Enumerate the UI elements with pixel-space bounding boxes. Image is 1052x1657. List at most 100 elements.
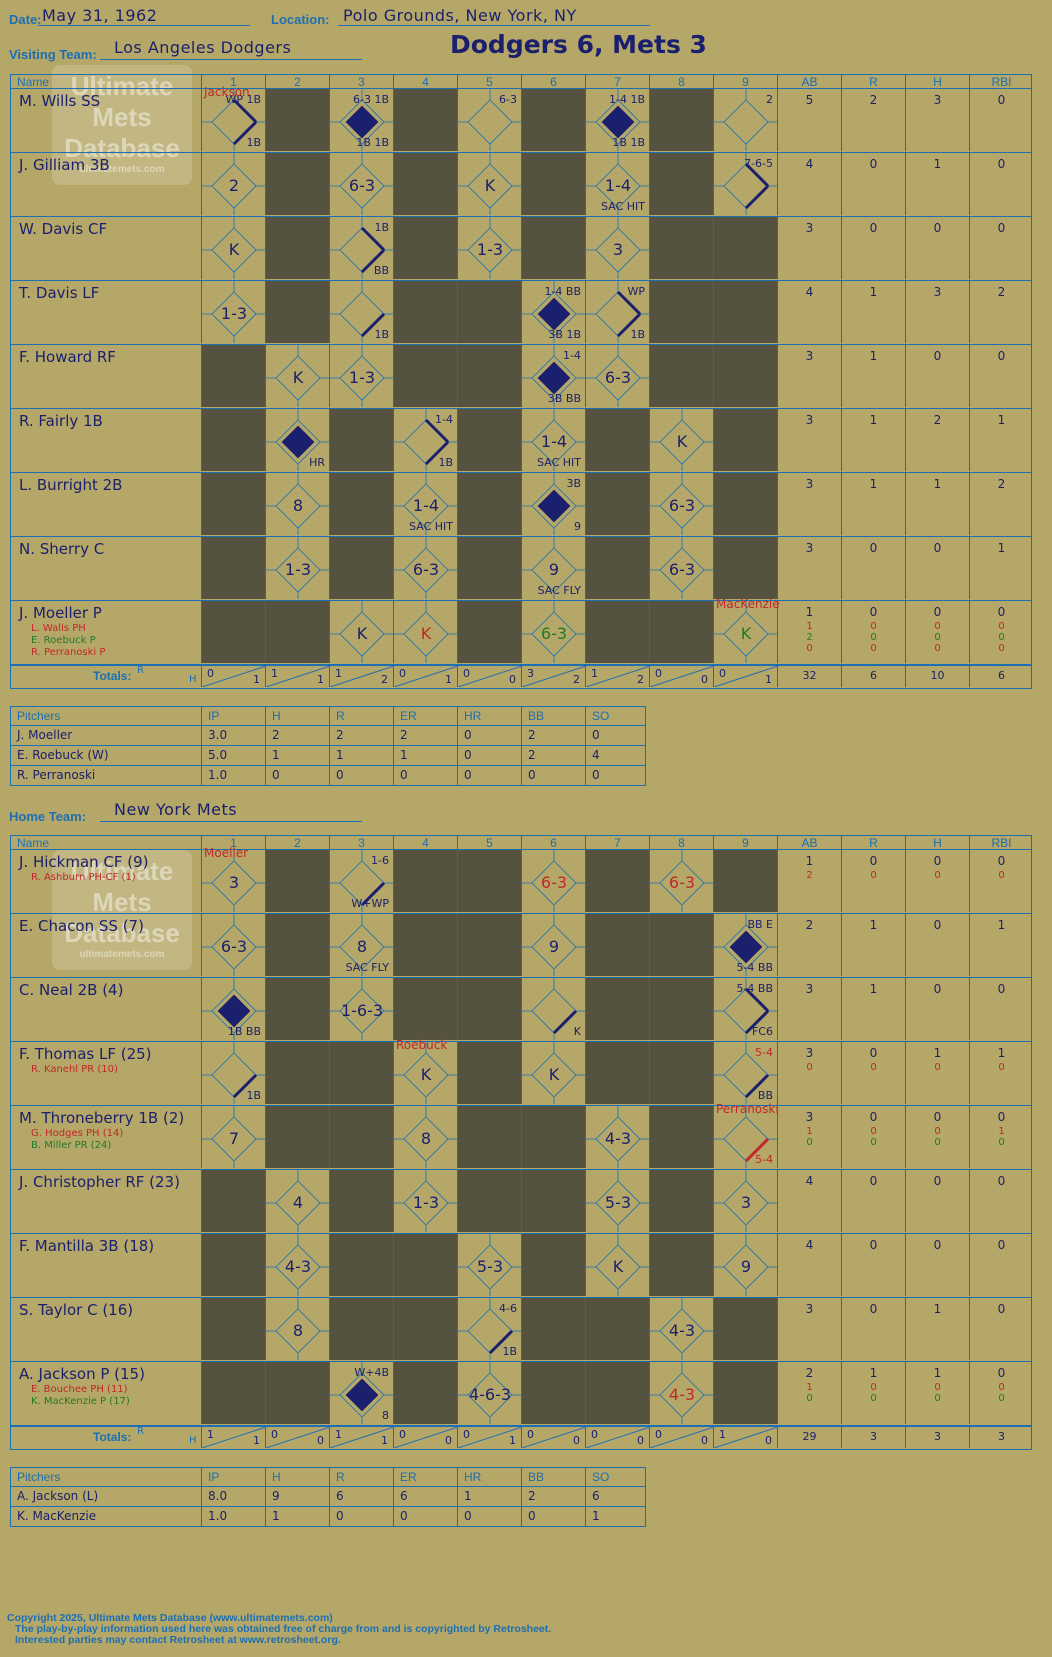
visitor-inning-cell[interactable] <box>649 89 713 151</box>
visitor-inning-cell[interactable] <box>265 601 329 663</box>
home-inning-cell[interactable]: 1-6 W+WP <box>329 850 394 912</box>
home-inning-cell[interactable] <box>649 1106 713 1168</box>
visitor-inning-cell[interactable] <box>265 217 329 279</box>
home-inning-cell[interactable]: 7 <box>201 1106 266 1168</box>
visitor-inning-cell[interactable]: 6-3 <box>649 537 714 599</box>
home-inning-cell[interactable] <box>265 1042 329 1104</box>
visitor-inning-cell[interactable]: 1B <box>329 281 394 343</box>
visitor-inning-cell[interactable]: 1-4 BB 3B 1B <box>521 281 586 343</box>
home-inning-cell[interactable]: 5-4 BB FC6 <box>713 978 778 1040</box>
visitor-inning-cell[interactable] <box>393 281 457 343</box>
home-inning-cell[interactable] <box>265 1106 329 1168</box>
visitor-inning-cell[interactable] <box>265 281 329 343</box>
home-inning-cell[interactable]: 8 SAC FLY <box>329 914 394 976</box>
visitor-inning-cell[interactable] <box>457 537 521 599</box>
visitor-inning-cell[interactable] <box>713 345 777 407</box>
visitor-inning-cell[interactable] <box>585 409 649 471</box>
visitor-inning-cell[interactable] <box>393 153 457 215</box>
home-inning-cell[interactable] <box>585 914 649 976</box>
visitor-inning-cell[interactable]: 6-3 <box>585 345 650 407</box>
visitor-inning-cell[interactable] <box>201 345 265 407</box>
visitor-inning-cell[interactable]: HR <box>265 409 330 471</box>
home-inning-cell[interactable] <box>521 1170 585 1232</box>
home-inning-cell[interactable] <box>329 1170 393 1232</box>
visitor-inning-cell[interactable]: 6-3 <box>457 89 522 151</box>
home-inning-cell[interactable]: 1-3 <box>393 1170 458 1232</box>
visitor-inning-cell[interactable] <box>521 217 585 279</box>
home-inning-cell[interactable] <box>585 850 649 912</box>
visitor-inning-cell[interactable] <box>329 409 393 471</box>
visitor-inning-cell[interactable] <box>585 473 649 535</box>
home-inning-cell[interactable] <box>393 1362 457 1424</box>
home-inning-cell[interactable]: 4-3 <box>265 1234 330 1296</box>
home-inning-cell[interactable]: 9 <box>713 1234 778 1296</box>
home-inning-cell[interactable]: 4-6 1B <box>457 1298 522 1360</box>
home-inning-cell[interactable] <box>329 1234 393 1296</box>
home-inning-cell[interactable] <box>585 1042 649 1104</box>
visitor-inning-cell[interactable] <box>649 217 713 279</box>
home-inning-cell[interactable] <box>393 1298 457 1360</box>
visitor-inning-cell[interactable] <box>201 537 265 599</box>
home-inning-cell[interactable] <box>585 1362 649 1424</box>
home-inning-cell[interactable]: K Roebuck <box>393 1038 458 1104</box>
home-inning-cell[interactable]: 6-3 <box>521 850 586 912</box>
visitor-inning-cell[interactable]: K <box>393 601 458 663</box>
visitor-inning-cell[interactable]: 7-6-5 <box>713 153 778 215</box>
visitor-inning-cell[interactable] <box>457 601 521 663</box>
visitor-inning-cell[interactable]: 9 SAC FLY <box>521 537 586 599</box>
home-inning-cell[interactable]: W+4B 8 <box>329 1362 394 1424</box>
visitor-inning-cell[interactable]: WP 1B <box>585 281 650 343</box>
visitor-inning-cell[interactable]: 1-3 <box>329 345 394 407</box>
home-inning-cell[interactable]: BB E 5-4 BB <box>713 914 778 976</box>
visitor-inning-cell[interactable]: 3 <box>585 217 650 279</box>
visitor-inning-cell[interactable]: K MacKenzie <box>713 597 780 663</box>
visitor-inning-cell[interactable]: K <box>265 345 330 407</box>
home-inning-cell[interactable] <box>521 1234 585 1296</box>
home-inning-cell[interactable] <box>393 978 457 1040</box>
home-inning-cell[interactable]: 5-4 Perranoski <box>713 1102 779 1168</box>
visitor-inning-cell[interactable] <box>713 281 777 343</box>
visitor-inning-cell[interactable]: 1-3 <box>457 217 522 279</box>
home-inning-cell[interactable]: 4-6-3 <box>457 1362 522 1424</box>
visitor-inning-cell[interactable] <box>393 217 457 279</box>
visitor-inning-cell[interactable] <box>713 217 777 279</box>
visitor-inning-cell[interactable] <box>329 473 393 535</box>
visitor-inning-cell[interactable] <box>457 409 521 471</box>
visitor-inning-cell[interactable] <box>649 601 713 663</box>
visitor-inning-cell[interactable]: 1-4 1B <box>393 409 458 471</box>
visitor-inning-cell[interactable]: K <box>649 409 714 471</box>
home-inning-cell[interactable] <box>649 1234 713 1296</box>
home-inning-cell[interactable]: 9 <box>521 914 586 976</box>
home-inning-cell[interactable] <box>457 914 521 976</box>
visitor-inning-cell[interactable] <box>713 409 777 471</box>
visitor-inning-cell[interactable] <box>329 537 393 599</box>
home-inning-cell[interactable]: 8 <box>265 1298 330 1360</box>
home-inning-cell[interactable] <box>585 1298 649 1360</box>
home-inning-cell[interactable]: 5-3 <box>585 1170 650 1232</box>
home-inning-cell[interactable] <box>329 1298 393 1360</box>
home-inning-cell[interactable] <box>521 1106 585 1168</box>
visitor-inning-cell[interactable]: 1-4 3B BB <box>521 345 586 407</box>
home-inning-cell[interactable] <box>393 850 457 912</box>
home-inning-cell[interactable]: 5-3 <box>457 1234 522 1296</box>
home-inning-cell[interactable] <box>457 1042 521 1104</box>
visitor-inning-cell[interactable] <box>713 473 777 535</box>
home-inning-cell[interactable] <box>201 1234 265 1296</box>
home-inning-cell[interactable]: 4-3 <box>585 1106 650 1168</box>
home-inning-cell[interactable] <box>457 978 521 1040</box>
home-inning-cell[interactable] <box>649 914 713 976</box>
home-inning-cell[interactable] <box>713 850 777 912</box>
visitor-inning-cell[interactable]: 6-3 <box>329 153 394 215</box>
home-inning-cell[interactable] <box>457 1106 521 1168</box>
visitor-inning-cell[interactable] <box>585 537 649 599</box>
home-inning-cell[interactable] <box>649 1042 713 1104</box>
visitor-inning-cell[interactable]: 2 <box>713 89 778 151</box>
visitor-inning-cell[interactable]: 1-4 SAC HIT <box>521 409 586 471</box>
home-inning-cell[interactable] <box>265 850 329 912</box>
home-inning-cell[interactable] <box>713 1362 777 1424</box>
visitor-inning-cell[interactable]: 1-3 <box>265 537 330 599</box>
visitor-inning-cell[interactable]: 1-4 1B 1B 1B <box>585 89 650 151</box>
home-inning-cell[interactable]: 1B BB <box>201 978 266 1040</box>
home-inning-cell[interactable] <box>201 1362 265 1424</box>
visitor-inning-cell[interactable]: 6-3 <box>521 601 586 663</box>
